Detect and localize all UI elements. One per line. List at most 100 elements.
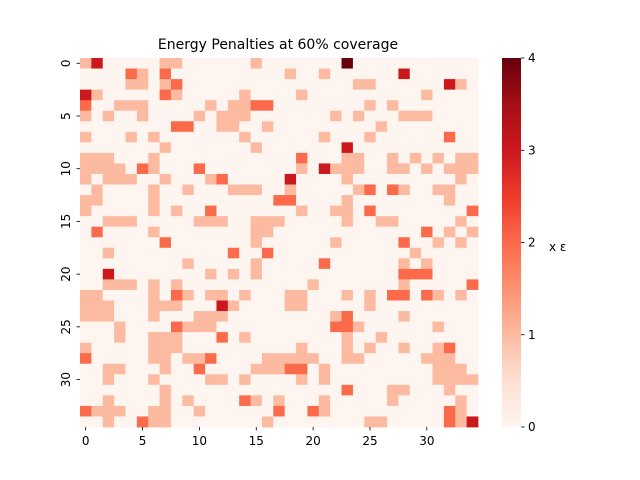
heatmap-cell	[216, 416, 229, 428]
heatmap-cell	[421, 184, 433, 196]
heatmap-cell	[455, 79, 468, 91]
heatmap-cell	[307, 289, 320, 301]
heatmap-cell	[273, 374, 286, 386]
heatmap-cell	[216, 173, 229, 185]
heatmap-cell	[80, 173, 92, 185]
heatmap-cell	[421, 342, 433, 354]
heatmap-cell	[375, 289, 388, 301]
heatmap-cell	[182, 89, 195, 101]
heatmap-cell	[421, 258, 433, 270]
heatmap-cell	[375, 405, 388, 417]
heatmap-cell	[102, 416, 115, 428]
heatmap-cell	[136, 384, 149, 396]
heatmap-cell	[375, 416, 388, 428]
heatmap-cell	[159, 226, 172, 238]
heatmap-cell	[91, 152, 104, 164]
heatmap-cell	[364, 268, 377, 280]
heatmap-cell	[239, 405, 251, 417]
heatmap-cell	[443, 416, 456, 428]
heatmap-cell	[250, 258, 263, 270]
heatmap-cell	[159, 131, 172, 143]
heatmap-cell	[318, 152, 331, 164]
heatmap-cell	[296, 247, 308, 259]
heatmap-cell	[125, 216, 138, 228]
heatmap-cell	[102, 205, 115, 217]
heatmap-cell	[330, 258, 342, 270]
heatmap-cell	[239, 342, 251, 354]
heatmap-cell	[443, 226, 456, 238]
heatmap-cell	[443, 311, 456, 322]
heatmap-cell	[341, 289, 354, 301]
heatmap-cell	[91, 79, 104, 91]
heatmap-cell	[352, 279, 365, 291]
heatmap-cell	[125, 131, 138, 143]
heatmap-cell	[182, 384, 195, 396]
heatmap-cell	[318, 68, 331, 80]
heatmap-cell	[193, 268, 206, 280]
heatmap-cell	[364, 79, 377, 91]
heatmap-cell	[330, 152, 342, 164]
heatmap-cell	[341, 342, 354, 354]
heatmap-cell	[102, 89, 115, 101]
heatmap-cell	[387, 100, 399, 112]
heatmap-cell	[182, 374, 195, 386]
heatmap-cell	[443, 342, 456, 354]
colorbar	[502, 58, 521, 427]
heatmap-cell	[261, 68, 274, 80]
heatmap-cell	[409, 374, 422, 386]
heatmap-cell	[148, 332, 160, 344]
heatmap-cell	[148, 258, 160, 270]
heatmap-cell	[148, 416, 160, 428]
heatmap-cell	[455, 384, 468, 396]
heatmap-cell	[296, 195, 308, 206]
heatmap-cell	[193, 173, 206, 185]
heatmap-cell	[205, 268, 217, 280]
heatmap-cell	[261, 121, 274, 133]
heatmap-cell	[239, 142, 251, 154]
heatmap-cell	[250, 342, 263, 354]
heatmap-cell	[125, 110, 138, 122]
heatmap-cell	[352, 68, 365, 80]
heatmap-cell	[330, 163, 342, 175]
heatmap-cell	[227, 184, 240, 196]
heatmap-cell	[432, 237, 445, 249]
heatmap-cell	[102, 363, 115, 375]
heatmap-cell	[193, 237, 206, 249]
heatmap-cell	[455, 184, 468, 196]
heatmap-cell	[239, 131, 251, 143]
heatmap-cell	[159, 321, 172, 333]
heatmap-cell	[227, 68, 240, 80]
heatmap-cell	[307, 58, 320, 69]
heatmap-cell	[227, 173, 240, 185]
heatmap-cell	[398, 163, 411, 175]
heatmap-cell	[136, 216, 149, 228]
heatmap-cell	[159, 121, 172, 133]
heatmap-cell	[216, 300, 229, 312]
heatmap-cell	[136, 110, 149, 122]
heatmap-cell	[307, 321, 320, 333]
heatmap-cell	[284, 268, 297, 280]
heatmap-cell	[352, 405, 365, 417]
heatmap-cell	[205, 237, 217, 249]
heatmap-cell	[125, 258, 138, 270]
heatmap-cell	[387, 405, 399, 417]
heatmap-cell	[136, 152, 149, 164]
heatmap-cell	[443, 374, 456, 386]
heatmap-cell	[341, 405, 354, 417]
heatmap-cell	[341, 395, 354, 407]
heatmap-cell	[136, 405, 149, 417]
heatmap-cell	[114, 279, 126, 291]
heatmap-cell	[296, 131, 308, 143]
heatmap-cell	[443, 89, 456, 101]
heatmap-cell	[318, 268, 331, 280]
heatmap-cell	[284, 226, 297, 238]
heatmap-cell	[261, 226, 274, 238]
heatmap-cell	[182, 195, 195, 206]
heatmap-cell	[421, 353, 433, 365]
heatmap-cell	[148, 289, 160, 301]
heatmap-cell	[80, 289, 92, 301]
heatmap-cell	[239, 89, 251, 101]
heatmap-cell	[296, 353, 308, 365]
heatmap-cell	[159, 374, 172, 386]
heatmap-cell	[296, 152, 308, 164]
